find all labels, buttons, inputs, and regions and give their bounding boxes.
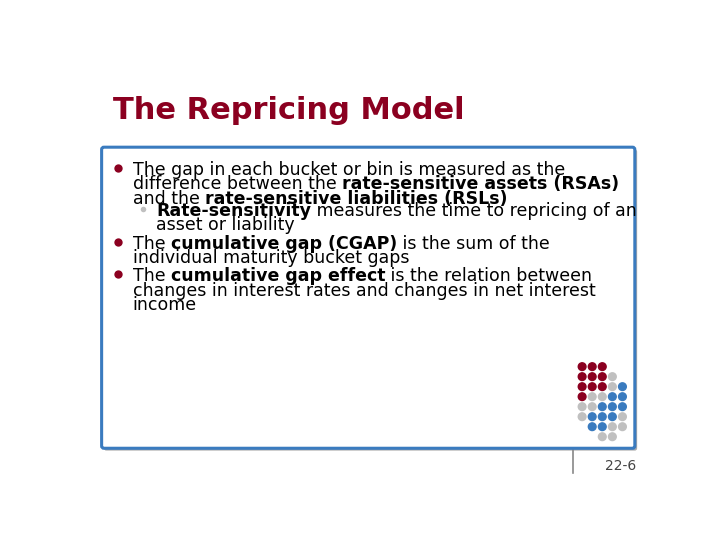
Circle shape: [618, 423, 626, 430]
Circle shape: [618, 413, 626, 421]
Circle shape: [578, 403, 586, 410]
Text: 22-6: 22-6: [605, 459, 636, 473]
Circle shape: [608, 433, 616, 441]
Circle shape: [588, 363, 596, 370]
Circle shape: [598, 423, 606, 430]
Circle shape: [618, 403, 626, 410]
Circle shape: [588, 413, 596, 421]
Circle shape: [608, 383, 616, 390]
Circle shape: [588, 373, 596, 381]
Text: individual maturity bucket gaps: individual maturity bucket gaps: [132, 249, 409, 267]
Text: changes in interest rates and changes in net interest: changes in interest rates and changes in…: [132, 281, 595, 300]
Circle shape: [598, 433, 606, 441]
Text: cumulative gap effect: cumulative gap effect: [171, 267, 385, 285]
Circle shape: [608, 403, 616, 410]
Circle shape: [588, 383, 596, 390]
Text: asset or liability: asset or liability: [156, 216, 294, 234]
Text: The: The: [132, 235, 171, 253]
Circle shape: [598, 363, 606, 370]
Text: The: The: [132, 267, 171, 285]
Circle shape: [578, 383, 586, 390]
Circle shape: [598, 393, 606, 401]
Circle shape: [578, 413, 586, 421]
FancyBboxPatch shape: [104, 150, 637, 450]
Text: The Repricing Model: The Repricing Model: [113, 96, 465, 125]
Circle shape: [578, 373, 586, 381]
Circle shape: [578, 363, 586, 370]
Text: is the relation between: is the relation between: [385, 267, 593, 285]
Circle shape: [598, 373, 606, 381]
Text: cumulative gap (CGAP): cumulative gap (CGAP): [171, 235, 397, 253]
Circle shape: [598, 383, 606, 390]
Text: measures the time to repricing of an: measures the time to repricing of an: [311, 202, 636, 220]
Circle shape: [588, 403, 596, 410]
Circle shape: [618, 393, 626, 401]
Circle shape: [578, 393, 586, 401]
Text: Rate-sensitivity: Rate-sensitivity: [156, 202, 311, 220]
Circle shape: [588, 393, 596, 401]
Circle shape: [608, 423, 616, 430]
Text: rate-sensitive liabilities (RSLs): rate-sensitive liabilities (RSLs): [205, 190, 508, 207]
Circle shape: [598, 403, 606, 410]
Circle shape: [608, 413, 616, 421]
Text: and the: and the: [132, 190, 205, 207]
Circle shape: [608, 373, 616, 381]
Circle shape: [608, 393, 616, 401]
Text: income: income: [132, 296, 197, 314]
Text: is the sum of the: is the sum of the: [397, 235, 550, 253]
Text: difference between the: difference between the: [132, 176, 342, 193]
Text: The gap in each bucket or bin is measured as the: The gap in each bucket or bin is measure…: [132, 161, 565, 179]
Circle shape: [588, 423, 596, 430]
FancyBboxPatch shape: [102, 147, 635, 448]
Circle shape: [598, 413, 606, 421]
Circle shape: [618, 383, 626, 390]
Text: rate-sensitive assets (RSAs): rate-sensitive assets (RSAs): [342, 176, 619, 193]
